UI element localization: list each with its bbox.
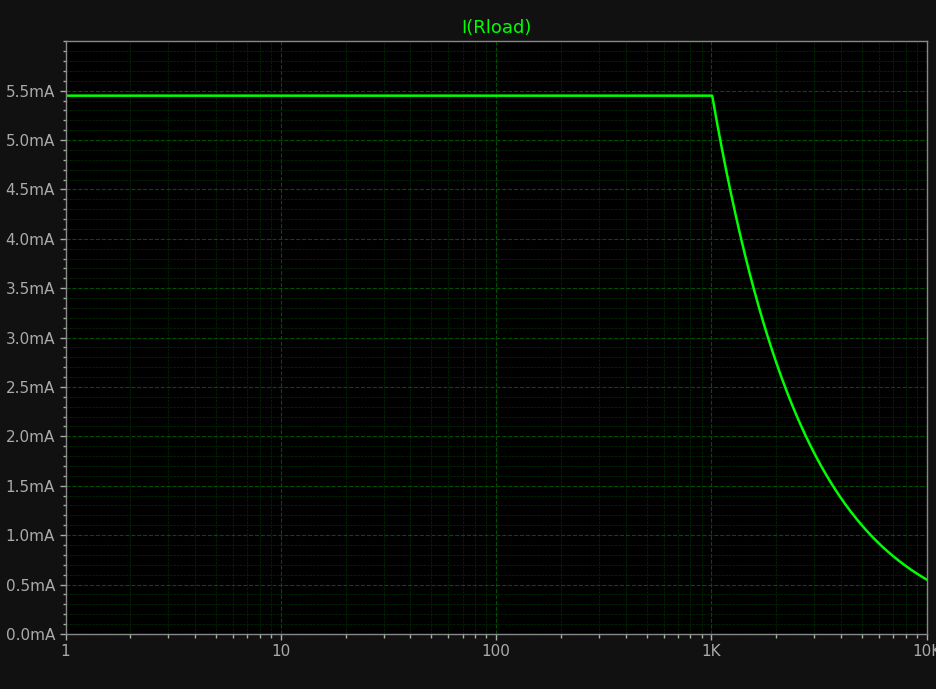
Title: I(Rload): I(Rload) — [461, 19, 532, 37]
